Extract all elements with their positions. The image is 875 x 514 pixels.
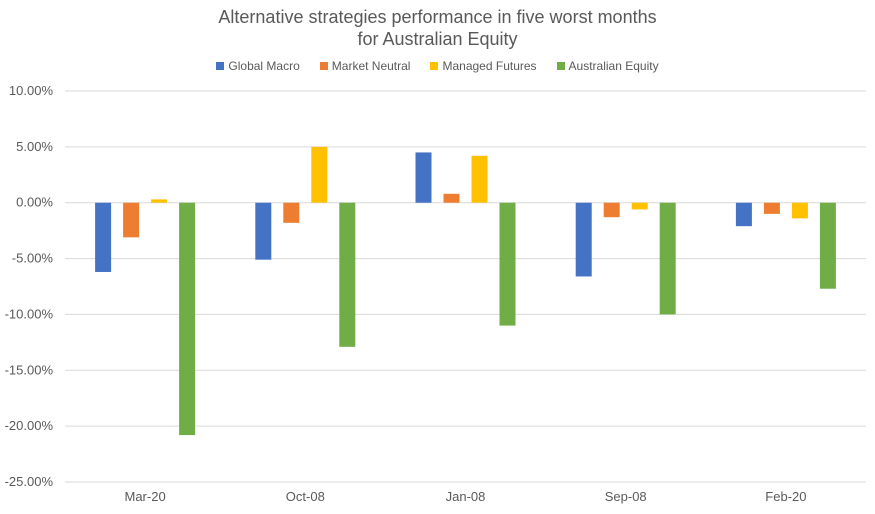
bar-global-macro <box>255 202 272 260</box>
y-tick-label: -10.00% <box>5 306 54 321</box>
bar-managed-futures <box>471 155 488 203</box>
x-tick-label: Oct-08 <box>286 489 325 504</box>
legend-label-managed-futures: Managed Futures <box>442 59 537 73</box>
bar-australian-equity <box>339 202 356 347</box>
legend-swatch-managed-futures <box>430 62 439 70</box>
bar-market-neutral <box>283 202 300 223</box>
bar-global-macro <box>415 152 432 203</box>
bar-market-neutral <box>123 202 140 238</box>
x-tick-label: Mar-20 <box>125 489 166 504</box>
legend-item-managed-futures: Managed Futures <box>430 59 537 73</box>
y-tick-label: -15.00% <box>5 362 54 377</box>
y-tick-label: -20.00% <box>5 418 54 433</box>
legend-item-market-neutral: Market Neutral <box>319 59 411 73</box>
bar-global-macro <box>95 202 112 272</box>
y-tick-label: 0.00% <box>16 195 53 210</box>
bar-australian-equity <box>499 202 516 326</box>
legend-label-market-neutral: Market Neutral <box>331 59 411 73</box>
bar-global-macro <box>735 202 752 227</box>
x-tick-label: Sep-08 <box>605 489 647 504</box>
y-tick-label: 5.00% <box>16 139 53 154</box>
legend-swatch-australian-equity <box>556 62 565 70</box>
legend-item-australian-equity: Australian Equity <box>556 59 659 73</box>
x-tick-label: Jan-08 <box>446 489 486 504</box>
bar-australian-equity <box>659 202 676 315</box>
bar-managed-futures <box>311 146 328 203</box>
bar-market-neutral <box>443 193 460 203</box>
y-tick-label: 10.00% <box>9 83 54 98</box>
bar-global-macro <box>575 202 592 277</box>
legend-item-global-macro: Global Macro <box>216 59 300 73</box>
bar-australian-equity <box>179 202 196 436</box>
x-tick-label: Feb-20 <box>765 489 806 504</box>
bar-market-neutral <box>603 202 620 218</box>
bar-managed-futures <box>631 202 648 210</box>
y-tick-label: -5.00% <box>12 251 54 266</box>
bar-market-neutral <box>763 202 780 214</box>
bar-australian-equity <box>819 202 836 289</box>
chart-title-line-2: for Australian Equity <box>357 29 518 49</box>
legend-label-global-macro: Global Macro <box>228 59 300 73</box>
y-tick-label: -25.00% <box>5 474 54 489</box>
legend-label-australian-equity: Australian Equity <box>568 59 659 73</box>
legend: Global Macro Market Neutral Managed Futu… <box>0 59 875 73</box>
bar-managed-futures <box>151 199 168 203</box>
chart-title-line-1: Alternative strategies performance in fi… <box>218 7 657 27</box>
bar-managed-futures <box>791 202 808 219</box>
legend-swatch-global-macro <box>216 62 225 70</box>
legend-swatch-market-neutral <box>319 62 328 70</box>
